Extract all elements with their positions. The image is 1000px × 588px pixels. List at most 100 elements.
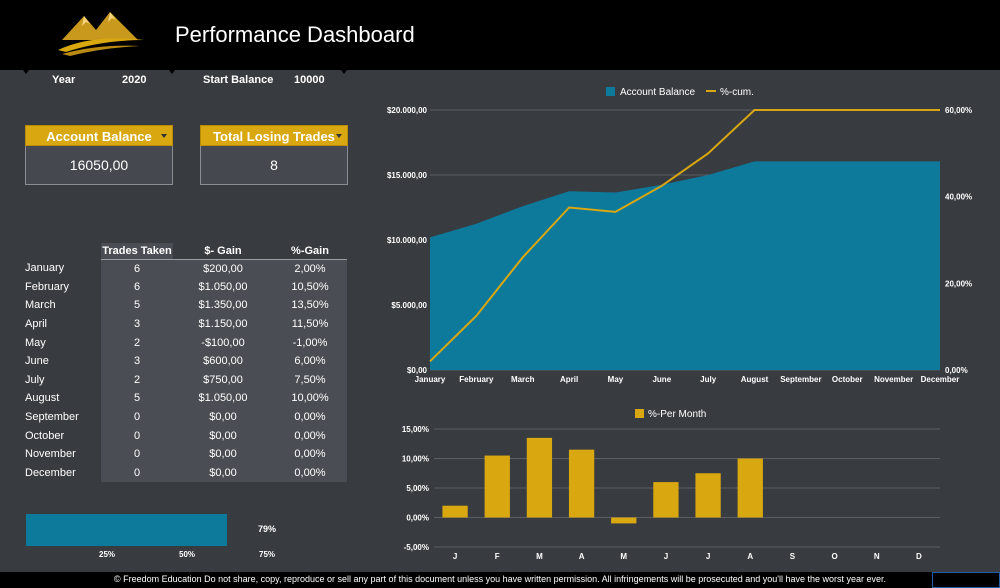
kpi-account-balance: Account Balance 16050,00 <box>25 125 173 185</box>
x-tick-label: September <box>780 375 821 384</box>
month-cell: April <box>25 318 48 331</box>
y-right-tick-label: 40,00% <box>945 193 972 202</box>
account-balance-chart: $0,00 $5.000,00 $10.000,00 $15.000,00 $20.00… <box>387 87 972 384</box>
pct-cell: 0,00% <box>273 426 347 445</box>
month-cell: May <box>25 336 46 349</box>
x-tick-label: J <box>453 552 457 561</box>
y-left-tick-label: $20.000,00 <box>387 106 428 115</box>
month-cell: March <box>25 299 56 312</box>
bar <box>737 458 763 518</box>
x-tick-label: A <box>579 552 585 561</box>
table-row: June 3 $600,00 6,00% <box>25 351 347 371</box>
year-value: 2020 <box>122 74 147 86</box>
y-tick-label: 15,00% <box>402 425 429 434</box>
month-cell: November <box>25 448 76 461</box>
month-cell: September <box>25 411 79 424</box>
x-tick-label: April <box>560 375 578 384</box>
y-left-tick-label: $15.000,00 <box>387 171 428 180</box>
x-tick-label: July <box>700 375 717 384</box>
gain-cell: $200,00 <box>173 259 273 278</box>
legend-label: %-cum. <box>720 87 754 98</box>
legend-swatch <box>635 409 644 418</box>
trades-cell: 0 <box>101 426 173 445</box>
x-tick-label: N <box>874 552 880 561</box>
monthly-trades-table: Trades Taken $- Gain %-Gain January 6 $200… <box>25 243 347 483</box>
y-left-tick-label: $10.000,00 <box>387 236 428 245</box>
y-tick-label: 0,00% <box>406 514 429 523</box>
mountain-logo-icon <box>58 12 144 56</box>
legend-swatch-account-balance <box>606 87 615 96</box>
legend-label: Account Balance <box>620 87 695 98</box>
pct-cell: 10,00% <box>273 389 347 408</box>
gain-cell: $1.050,00 <box>173 389 273 408</box>
bar <box>442 505 468 518</box>
month-cell: December <box>25 466 76 479</box>
x-tick-label: F <box>495 552 500 561</box>
pct-cell: 10,50% <box>273 277 347 297</box>
kpi-account-balance-header[interactable]: Account Balance <box>25 125 173 146</box>
pct-cell: 0,00% <box>273 444 347 464</box>
gain-cell: $750,00 <box>173 370 273 390</box>
gain-cell: $1.350,00 <box>173 296 273 315</box>
pct-cell: 0,00% <box>273 407 347 427</box>
trades-cell: 6 <box>101 259 173 278</box>
table-row: August 5 $1.050,00 10,00% <box>25 389 347 408</box>
x-tick-label: J <box>706 552 710 561</box>
table-header-row: Trades Taken $- Gain %-Gain <box>25 243 347 260</box>
progress-label: 79% <box>257 524 276 534</box>
kpi-total-losing-trades-value: 8 <box>200 146 348 185</box>
start-balance-label: Start Balance <box>203 74 274 86</box>
start-balance-value: 10000 <box>294 74 325 86</box>
trades-cell: 0 <box>101 463 173 483</box>
y-right-tick-label: 20,00% <box>945 279 972 288</box>
table-row: February 6 $1.050,00 10,50% <box>25 277 347 297</box>
trades-cell: 2 <box>101 333 173 352</box>
tab-notch <box>166 66 178 74</box>
x-tick-label: M <box>536 552 543 561</box>
kpi-total-losing-trades-header[interactable]: Total Losing Trades <box>200 125 348 146</box>
dropdown-arrow-icon[interactable] <box>161 134 167 138</box>
y-tick-label: 10,00% <box>402 455 429 464</box>
y-right-tick-label: 60,00% <box>945 106 972 115</box>
dropdown-arrow-icon[interactable] <box>336 134 342 138</box>
x-tick-label: A <box>747 552 753 561</box>
pct-cell: 13,50% <box>273 296 347 315</box>
x-tick-label: December <box>921 375 960 384</box>
table-row: March 5 $1.350,00 13,50% <box>25 296 347 315</box>
tab-notch <box>20 66 32 74</box>
x-tick-label: M <box>620 552 627 561</box>
bar <box>695 473 721 518</box>
bar <box>568 449 595 518</box>
month-cell: October <box>25 429 65 442</box>
y-tick-label: -5,00% <box>404 543 429 552</box>
tab-notch <box>338 66 350 74</box>
x-tick-label: O <box>831 552 837 561</box>
x-tick-label: May <box>608 375 624 384</box>
month-header <box>25 243 101 259</box>
x-tick-label: J <box>664 552 668 561</box>
gain-cell: $1.050,00 <box>173 277 273 297</box>
x-tick-label: D <box>916 552 922 561</box>
table-row: January 6 $200,00 2,00% <box>25 259 347 278</box>
gain-cell: $1.150,00 <box>173 314 273 334</box>
monthly-percent-chart: -5,00% 0,00% 5,00% 10,00% 15,00% J F M A M J J A S O N D… <box>402 409 940 561</box>
y-tick-label: 5,00% <box>406 484 429 493</box>
table-row: April 3 $1.150,00 11,50% <box>25 314 347 334</box>
x-tick-label: S <box>790 552 796 561</box>
gain-cell: $0,00 <box>173 444 273 464</box>
gain-cell: $0,00 <box>173 407 273 427</box>
x-tick-label: March <box>511 375 535 384</box>
pct-gain-header: %-Gain <box>273 243 347 260</box>
kpi-account-balance-label: Account Balance <box>46 129 152 144</box>
y-left-tick-label: $0,00 <box>407 366 428 375</box>
table-row: July 2 $750,00 7,50% <box>25 370 347 390</box>
month-cell: August <box>25 392 60 405</box>
gain-cell: $600,00 <box>173 351 273 371</box>
year-label: Year <box>52 74 76 86</box>
trades-cell: 3 <box>101 314 173 334</box>
trades-cell: 5 <box>101 389 173 408</box>
table-row: December 0 $0,00 0,00% <box>25 463 347 483</box>
table-row: May 2 -$100,00 -1,00% <box>25 333 347 352</box>
table-row: September 0 $0,00 0,00% <box>25 407 347 427</box>
x-tick-label: January <box>415 375 446 384</box>
